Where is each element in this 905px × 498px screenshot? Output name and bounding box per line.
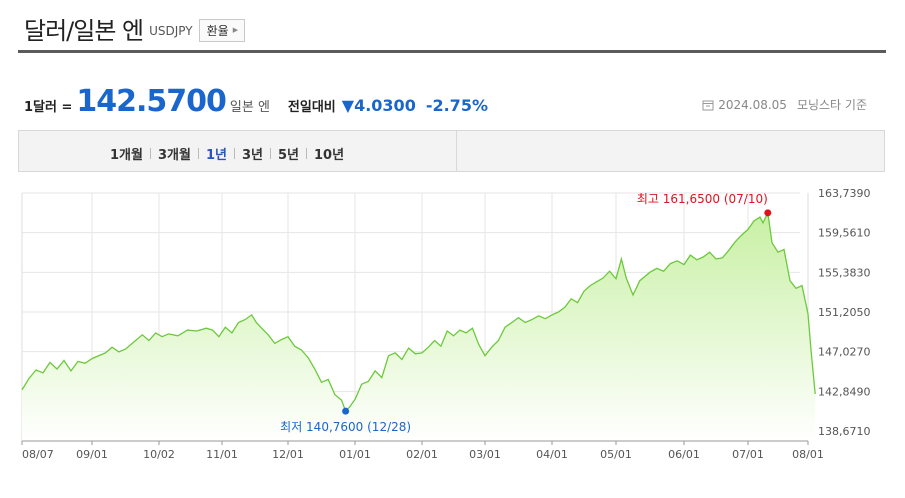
x-tick-label: 12/01 <box>272 448 304 461</box>
x-tick-label: 02/01 <box>406 448 438 461</box>
period-tab-list: 1개월 3개월 1년 3년 5년 10년 <box>103 144 351 163</box>
tab-period[interactable]: 1년 <box>205 148 227 163</box>
quote-row: 1달러 = 142.5700 일본 엔 전일대비 ▼4.0300 -2.75% <box>24 84 488 119</box>
tab-separator <box>269 148 271 159</box>
currency-name: 일본 엔 <box>229 100 270 115</box>
y-tick-label: 147,0270 <box>818 346 871 359</box>
y-tick-label: 163,7390 <box>818 187 871 200</box>
exchange-button-label: 환율 <box>206 23 229 38</box>
quote-source: 모닝스타 기준 <box>796 98 867 112</box>
tab-period[interactable]: 1개월 <box>110 148 143 163</box>
x-tick-label: 09/01 <box>76 448 108 461</box>
y-tick-label: 138,6710 <box>818 425 871 438</box>
series-area <box>22 212 816 441</box>
min-point-marker <box>342 407 350 415</box>
exchange-button[interactable]: 환율 ▶ <box>198 18 246 42</box>
tabs-divider <box>456 131 457 171</box>
tab-period[interactable]: 3개월 <box>157 148 191 163</box>
quote-date: 2024.08.05 <box>718 97 787 112</box>
period-tabs: 1개월 3개월 1년 3년 5년 10년 <box>18 130 885 172</box>
tab-period[interactable]: 5년 <box>277 148 299 163</box>
x-tick-label: 08/07 <box>22 448 54 461</box>
header-divider <box>18 50 886 53</box>
page-title: 달러/일본 엔 <box>24 16 144 45</box>
x-tick-label: 08/01 <box>792 448 824 461</box>
tab-period[interactable]: 10년 <box>313 148 345 163</box>
price-change: ▼4.0300 <box>342 96 416 115</box>
x-tick-label: 11/01 <box>206 448 238 461</box>
unit-label: 1달러 = <box>24 100 73 115</box>
compare-label: 전일대비 <box>287 100 336 115</box>
tab-separator <box>197 148 199 159</box>
current-price: 142.5700 <box>76 84 227 119</box>
x-tick-label: 04/01 <box>536 448 568 461</box>
title-row: 달러/일본 엔 USDJPY 환율 ▶ <box>24 10 246 46</box>
quote-meta: 2024.08.05 모닝스타 기준 <box>702 96 867 113</box>
tab-period[interactable]: 3년 <box>241 148 263 163</box>
y-tick-label: 151,2050 <box>818 306 871 319</box>
down-arrow-icon: ▼ <box>341 96 355 115</box>
tab-separator <box>305 148 307 159</box>
x-tick-label: 03/01 <box>469 448 501 461</box>
y-tick-label: 159,5610 <box>818 227 871 240</box>
x-tick-label: 01/01 <box>339 448 371 461</box>
x-tick-label: 07/01 <box>732 448 764 461</box>
min-point-label: 최저 140,7600 (12/28) <box>280 420 411 434</box>
chevron-right-icon: ▶ <box>232 26 239 34</box>
calendar-icon <box>702 100 714 110</box>
max-point-marker <box>764 209 772 217</box>
y-tick-label: 155,3830 <box>818 266 871 279</box>
series-line <box>21 210 816 413</box>
tab-separator <box>149 148 151 159</box>
currency-code: USDJPY <box>149 24 193 38</box>
x-tick-label: 10/02 <box>143 448 175 461</box>
change-value: 4.0300 <box>354 96 416 115</box>
x-tick-label: 05/01 <box>600 448 632 461</box>
max-point-label: 최고 161,6500 (07/10) <box>637 192 768 206</box>
tab-separator <box>233 148 235 159</box>
change-rate: -2.75% <box>425 96 488 115</box>
y-tick-label: 142,8490 <box>818 385 871 398</box>
x-tick-label: 06/01 <box>668 448 700 461</box>
